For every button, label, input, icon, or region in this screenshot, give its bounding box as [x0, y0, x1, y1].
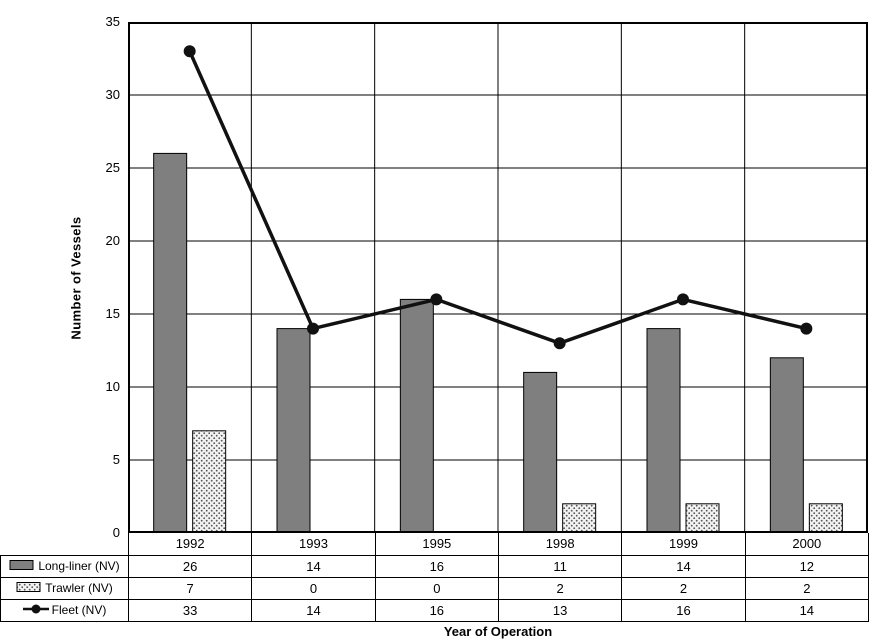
value-cell-1999: 14 — [621, 554, 746, 578]
table-row: Fleet (NV) 33 14 16 13 16 14 — [0, 598, 870, 622]
table-row: Trawler (NV) 7 0 0 2 2 2 — [0, 576, 870, 600]
value-cell-1993: 0 — [251, 576, 376, 600]
legend-label: Fleet (NV) — [51, 603, 107, 618]
bar-long-liner-nv-1999 — [646, 328, 681, 533]
legend-label: Long-liner (NV) — [38, 559, 120, 574]
table-corner-spacer — [1, 533, 129, 555]
category-axis-row: 1992 1993 1995 1998 1999 2000 — [1, 533, 870, 556]
value-cell-1992: 7 — [127, 576, 253, 600]
y-tick-label: 10 — [105, 379, 120, 394]
y-axis-title: Number of Vessels — [68, 216, 84, 340]
trawler-swatch-icon — [16, 581, 42, 596]
value-cell-1995: 0 — [374, 576, 499, 600]
legend-cell: Long-liner (NV) — [0, 554, 129, 578]
legend-cell: Fleet (NV) — [0, 598, 129, 622]
y-tick-label: 35 — [105, 14, 120, 29]
bar-trawler-nv-1992 — [192, 430, 227, 533]
x-tick-label: 1998 — [497, 533, 623, 556]
y-tick-label: 0 — [112, 525, 120, 540]
value-cell-1998: 2 — [497, 576, 623, 600]
data-table: 1992 1993 1995 1998 1999 2000 Long-liner (NV) 2… — [0, 533, 870, 622]
value-cell-2000: 2 — [744, 576, 870, 600]
x-tick-label: 1999 — [621, 533, 746, 556]
fleet-line-swatch-icon — [22, 603, 49, 618]
x-tick-label: 1993 — [251, 533, 376, 556]
fleet-marker-1999 — [677, 293, 689, 306]
bar-long-liner-nv-1993 — [276, 328, 311, 533]
value-cell-1993: 14 — [251, 554, 376, 578]
y-tick-label: 25 — [105, 160, 120, 175]
y-tick-label: 20 — [105, 233, 120, 248]
fleet-marker-1998 — [553, 337, 566, 350]
table-row: Long-liner (NV) 26 14 16 11 14 12 — [0, 554, 870, 578]
longliner-swatch-icon — [9, 559, 35, 574]
value-cell-1999: 16 — [621, 598, 746, 622]
fleet-marker-2000 — [800, 322, 813, 335]
value-cell-2000: 12 — [744, 554, 870, 578]
legend-label: Trawler (NV) — [45, 581, 113, 596]
value-cell-1995: 16 — [374, 554, 499, 578]
bar-long-liner-nv-1998 — [523, 371, 558, 533]
value-cell-1998: 13 — [497, 598, 623, 622]
value-cell-1999: 2 — [621, 576, 746, 600]
value-cell-1993: 14 — [251, 598, 376, 622]
y-tick-label: 5 — [112, 452, 120, 467]
value-cell-1992: 33 — [127, 598, 253, 622]
value-cell-2000: 14 — [744, 598, 870, 622]
x-tick-label: 2000 — [744, 533, 870, 556]
fleet-line — [187, 49, 809, 345]
bar-trawler-nv-2000 — [808, 503, 843, 533]
plot-area — [128, 22, 868, 533]
value-cell-1992: 26 — [127, 554, 253, 578]
legend-cell: Trawler (NV) — [0, 576, 129, 600]
fleet-marker-1993 — [307, 322, 319, 335]
plot-border — [128, 22, 868, 533]
x-axis-title: Year of Operation — [443, 624, 553, 639]
x-tick-label: 1992 — [127, 533, 253, 556]
value-cell-1995: 16 — [374, 598, 499, 622]
bar-long-liner-nv-1995 — [399, 298, 434, 533]
y-tick-label: 15 — [105, 306, 120, 321]
bar-trawler-nv-1998 — [562, 503, 597, 533]
bar-long-liner-nv-1992 — [153, 152, 188, 533]
y-tick-label: 30 — [105, 87, 120, 102]
bar-trawler-nv-1999 — [685, 503, 720, 533]
fleet-marker-1992 — [183, 45, 196, 58]
bar-long-liner-nv-2000 — [769, 357, 804, 533]
fleet-marker-1995 — [430, 293, 443, 306]
x-tick-label: 1995 — [374, 533, 499, 556]
value-cell-1998: 11 — [497, 554, 623, 578]
